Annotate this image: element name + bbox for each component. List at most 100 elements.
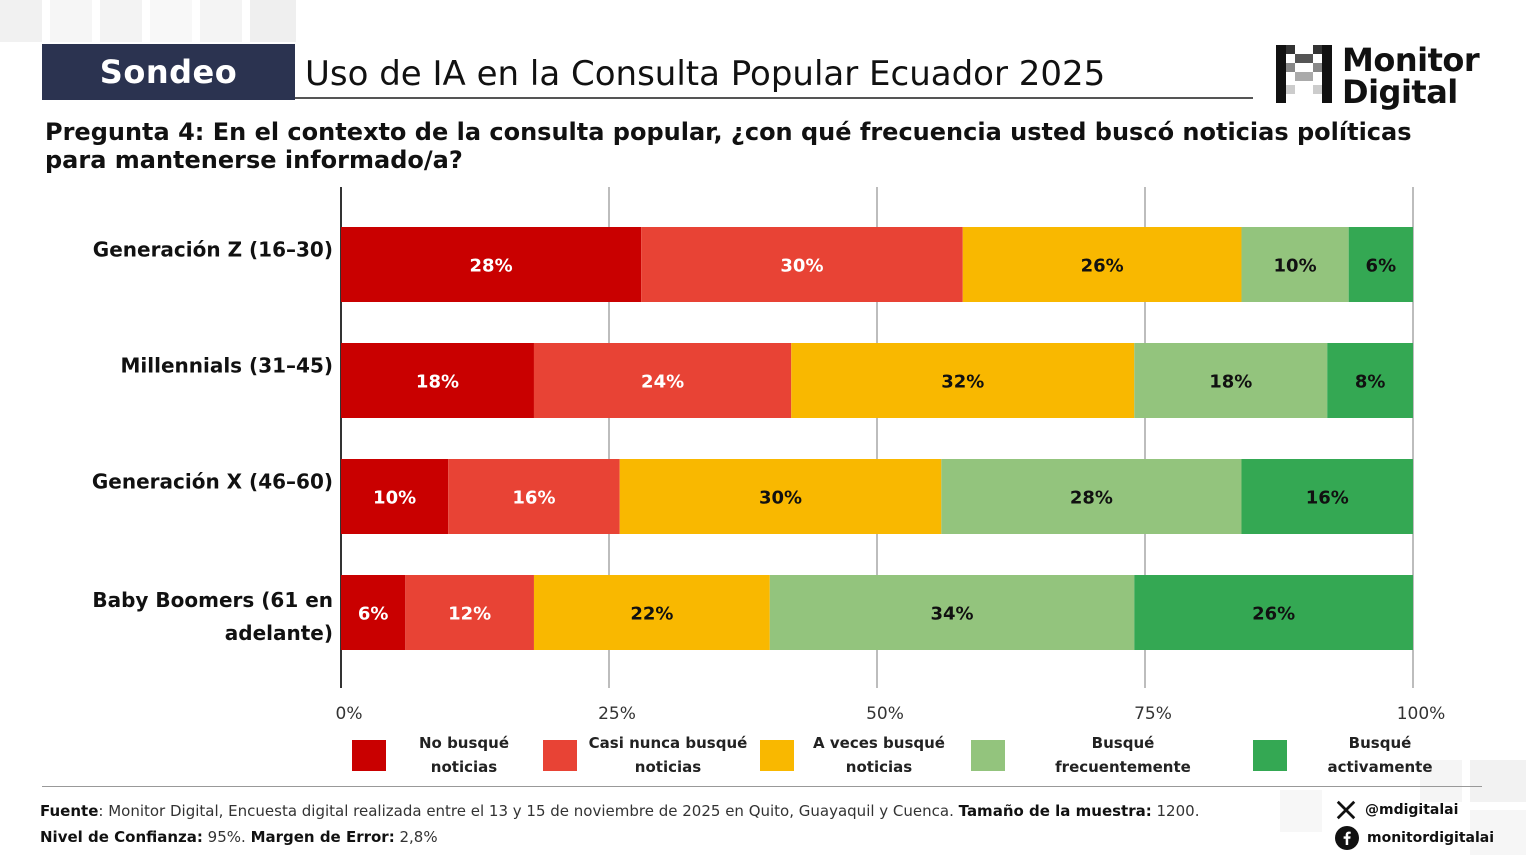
footer-confidence-line: Nivel de Confianza: 95%. Margen de Error…	[40, 824, 1199, 850]
legend-label-activamente: Busqué activamente	[1327, 734, 1433, 776]
chart-legend: No busqué noticias Casi nunca busqué notic…	[0, 730, 1526, 780]
bar-segment	[641, 227, 963, 302]
decorative-square	[250, 0, 296, 42]
bar-segment	[962, 227, 1242, 302]
legend-swatch-a-veces	[760, 739, 794, 771]
data-label: 24%	[641, 372, 684, 393]
data-label: 10%	[1274, 256, 1317, 277]
x-tick-label: 100%	[1397, 704, 1446, 724]
bar-segment	[341, 575, 406, 650]
data-label: 22%	[630, 604, 673, 625]
bar-segment	[533, 575, 770, 650]
data-label: 10%	[373, 488, 416, 509]
data-label: 30%	[780, 256, 823, 277]
monitor-digital-logo-icon	[1276, 45, 1332, 103]
x-tick-label: 75%	[1134, 704, 1172, 724]
bar-segment	[791, 343, 1135, 418]
data-label: 28%	[470, 256, 513, 277]
bar-segment	[1134, 343, 1328, 418]
data-label: 16%	[512, 488, 555, 509]
decorative-square	[0, 0, 42, 42]
footer-source-text: : Monitor Digital, Encuesta digital real…	[98, 802, 959, 820]
footer-divider	[42, 786, 1482, 787]
bar-segment	[619, 459, 942, 534]
data-label: 8%	[1355, 372, 1386, 393]
legend-swatch-frecuentemente	[971, 739, 1005, 771]
decorative-square	[50, 0, 92, 42]
footer-error-label: Margen de Error:	[250, 828, 395, 846]
bar-segment	[1348, 227, 1413, 302]
footer-error-value: 2,8%	[394, 828, 438, 846]
x-handle: @mdigitalai	[1365, 802, 1459, 818]
stacked-bar-chart: 0% 25% 50% 75% 100% Generación Z (16–30) Mille…	[92, 187, 1446, 724]
decorative-square	[1470, 810, 1526, 855]
logo-line-digital: Digital	[1342, 73, 1458, 111]
data-label: 18%	[416, 372, 459, 393]
legend-item-casi-nunca: Casi nunca busqué noticias	[543, 730, 751, 780]
data-label: 32%	[941, 372, 984, 393]
legend-label-casi-nunca: Casi nunca busqué noticias	[588, 734, 748, 776]
social-links: @mdigitalai monitordigitalai	[1335, 796, 1494, 852]
legend-swatch-no-busque	[352, 739, 386, 771]
footer-confidence-label: Nivel de Confianza:	[40, 828, 203, 846]
social-x[interactable]: @mdigitalai	[1335, 796, 1494, 824]
data-label: 12%	[448, 604, 491, 625]
data-label: 16%	[1306, 488, 1349, 509]
sondeo-badge: Sondeo	[42, 44, 295, 100]
category-label: Millennials (31–45)	[120, 354, 333, 378]
data-label: 6%	[358, 604, 389, 625]
legend-label-frecuentemente: Busqué frecuentemente	[1055, 734, 1191, 776]
bar-segment	[405, 575, 534, 650]
data-label: 6%	[1366, 256, 1397, 277]
legend-item-activamente: Busqué activamente	[1253, 730, 1465, 780]
legend-swatch-casi-nunca	[543, 739, 577, 771]
legend-item-frecuentemente: Busqué frecuentemente	[971, 730, 1223, 780]
bar-segment	[533, 343, 792, 418]
bar-segment	[341, 459, 449, 534]
footer-sample-label: Tamaño de la muestra:	[958, 802, 1152, 820]
decorative-square	[200, 0, 242, 42]
logo-line-monitor: Monitor	[1342, 41, 1480, 79]
legend-item-no-busque: No busqué noticias	[352, 730, 524, 780]
bar-segment	[341, 227, 642, 302]
category-label: Generación Z (16–30)	[93, 238, 333, 262]
data-label: 30%	[759, 488, 802, 509]
bar-segment	[1134, 575, 1413, 650]
category-label: adelante)	[225, 621, 333, 645]
page-title: Uso de IA en la Consulta Popular Ecuador…	[305, 54, 1106, 94]
decorative-square	[1420, 760, 1462, 802]
data-label: 18%	[1209, 372, 1252, 393]
bar-segment	[1241, 227, 1349, 302]
monitor-digital-logo-text: Monitor Digital	[1342, 41, 1480, 111]
social-facebook[interactable]: monitordigitalai	[1335, 824, 1494, 852]
footer-confidence-value: 95%.	[202, 828, 251, 846]
decorative-square	[1470, 760, 1526, 802]
bar-segment	[448, 459, 620, 534]
category-label: Generación X (46–60)	[92, 470, 333, 494]
facebook-icon	[1335, 826, 1359, 850]
footer-source-label: Fuente	[40, 802, 99, 820]
footer-source-line: Fuente: Monitor Digital, Encuesta digita…	[40, 798, 1199, 824]
facebook-handle: monitordigitalai	[1367, 830, 1495, 846]
legend-label-no-busque: No busqué noticias	[418, 734, 509, 776]
legend-label-a-veces: A veces busqué noticias	[813, 734, 945, 776]
data-label: 26%	[1081, 256, 1124, 277]
data-label: 28%	[1070, 488, 1113, 509]
footer-notes: Fuente: Monitor Digital, Encuesta digita…	[40, 798, 1199, 850]
decorative-square	[100, 0, 142, 42]
header-divider	[295, 97, 1253, 99]
x-tick-label: 0%	[336, 704, 363, 724]
decorative-square	[1280, 790, 1322, 832]
data-label: 34%	[930, 604, 973, 625]
data-label: 26%	[1252, 604, 1295, 625]
legend-swatch-activamente	[1253, 739, 1287, 771]
bar-segment	[1327, 343, 1413, 418]
bar-segment	[1241, 459, 1413, 534]
legend-item-a-veces: A veces busqué noticias	[760, 730, 954, 780]
survey-question: Pregunta 4: En el contexto de la consult…	[45, 118, 1412, 174]
footer-sample-value: 1200.	[1151, 802, 1200, 820]
bar-segment	[341, 343, 534, 418]
category-label: Baby Boomers (61 en	[92, 588, 333, 612]
decorative-square	[150, 0, 192, 42]
x-tick-label: 50%	[866, 704, 904, 724]
